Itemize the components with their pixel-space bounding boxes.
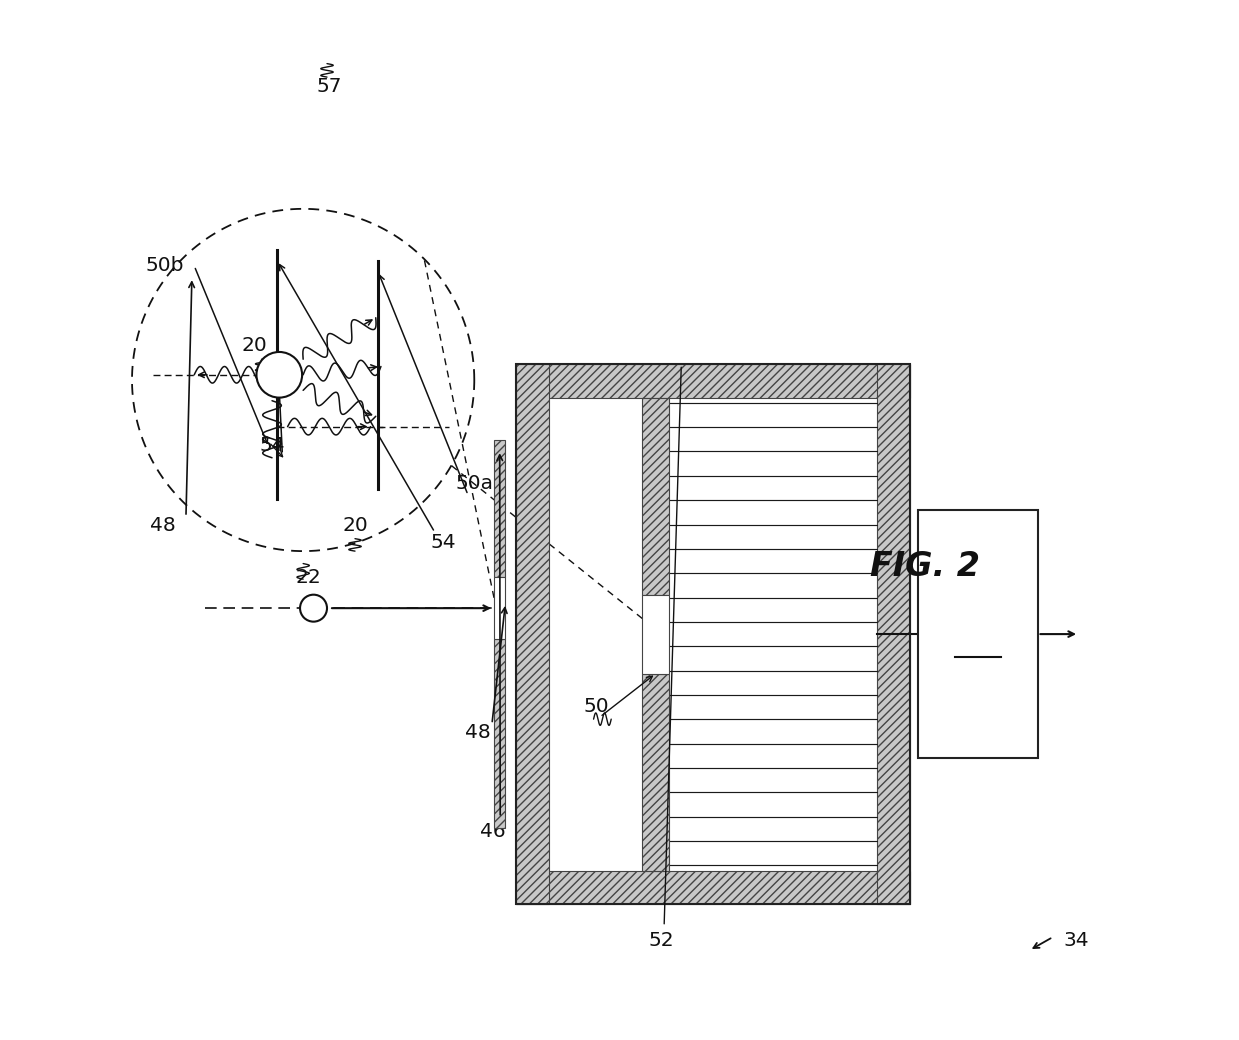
Text: 54: 54 xyxy=(259,436,285,454)
Text: 57: 57 xyxy=(316,77,342,96)
Bar xyxy=(515,870,909,904)
Bar xyxy=(515,364,549,904)
Text: 50: 50 xyxy=(584,697,610,717)
Text: 34: 34 xyxy=(1063,931,1089,950)
Bar xyxy=(642,674,669,870)
Bar xyxy=(918,510,1037,758)
Circle shape xyxy=(300,595,327,622)
Bar xyxy=(515,364,909,904)
Bar xyxy=(494,440,506,577)
Bar xyxy=(877,364,909,904)
Bar xyxy=(515,364,909,397)
Text: 20: 20 xyxy=(342,516,368,535)
Bar xyxy=(494,640,506,828)
Text: 50b: 50b xyxy=(146,257,185,276)
Bar xyxy=(494,577,506,640)
Text: 48: 48 xyxy=(465,723,491,743)
Text: 46: 46 xyxy=(481,822,506,840)
Text: 48: 48 xyxy=(150,516,176,535)
Text: 20: 20 xyxy=(242,336,268,356)
Bar xyxy=(642,397,669,595)
Text: 50a: 50a xyxy=(455,474,493,493)
Text: 52: 52 xyxy=(648,931,674,950)
Bar xyxy=(642,595,669,674)
Bar xyxy=(549,397,877,870)
Text: FIG. 2: FIG. 2 xyxy=(871,550,980,583)
Text: 22: 22 xyxy=(295,568,321,587)
Text: 54: 54 xyxy=(430,534,456,552)
Text: 36: 36 xyxy=(963,622,992,646)
Circle shape xyxy=(256,352,302,397)
